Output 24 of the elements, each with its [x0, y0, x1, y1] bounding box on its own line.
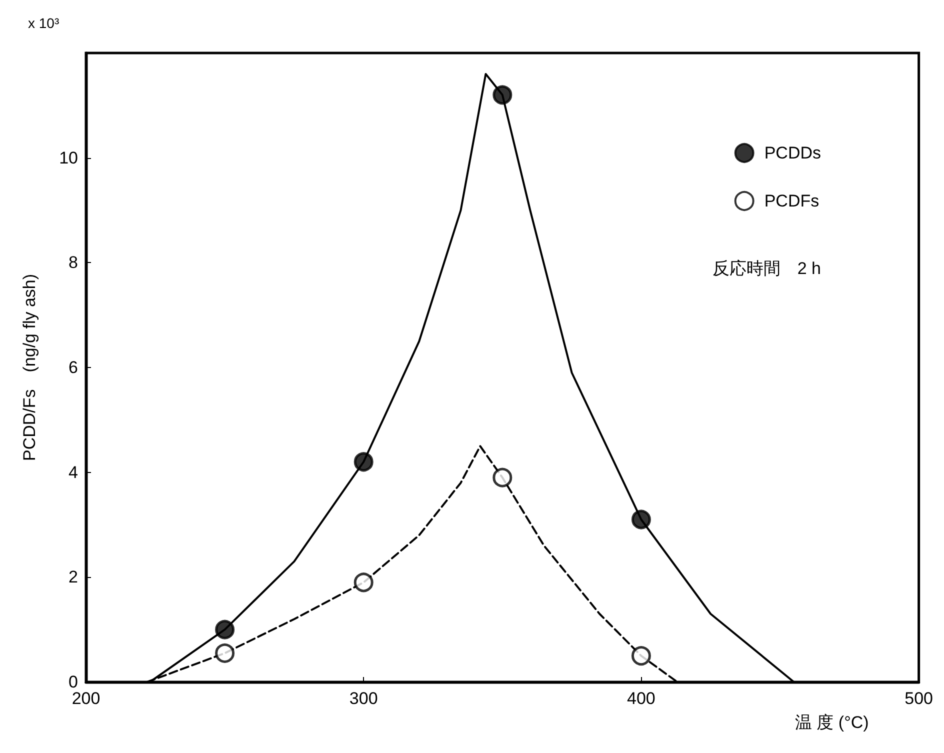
point	[492, 85, 512, 105]
x-axis-title: 温 度 (°C)	[794, 713, 869, 732]
point	[354, 572, 374, 592]
point	[631, 510, 651, 530]
y-tick-label: 4	[68, 462, 78, 482]
y-axis-title: PCDD/Fs (ng/g fly ash)	[20, 274, 39, 462]
point	[215, 620, 235, 640]
y-tick-label: 10	[59, 148, 78, 168]
x-tick-label: 400	[627, 689, 656, 708]
point	[215, 643, 235, 663]
x-tick-label: 200	[72, 689, 100, 708]
y-tick-label: 0	[68, 672, 78, 692]
y-tick-label: 8	[68, 253, 78, 272]
y-tick-label: 6	[68, 358, 78, 377]
point	[492, 468, 512, 488]
legend-label: PCDDs	[764, 144, 822, 162]
y-tick-label: 2	[68, 568, 78, 587]
x-tick-label: 300	[349, 689, 378, 708]
text: x 10³	[28, 15, 60, 31]
annotation: 反応時間 2 h	[712, 259, 822, 278]
x-tick-label: 500	[904, 689, 934, 708]
point	[354, 452, 374, 472]
point	[631, 646, 651, 666]
legend-label: PCDFs	[764, 192, 820, 210]
